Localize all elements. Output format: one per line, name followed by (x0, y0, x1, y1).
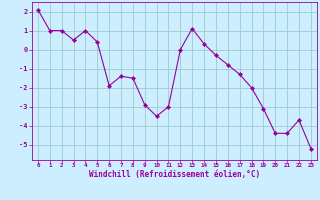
X-axis label: Windchill (Refroidissement éolien,°C): Windchill (Refroidissement éolien,°C) (89, 170, 260, 179)
